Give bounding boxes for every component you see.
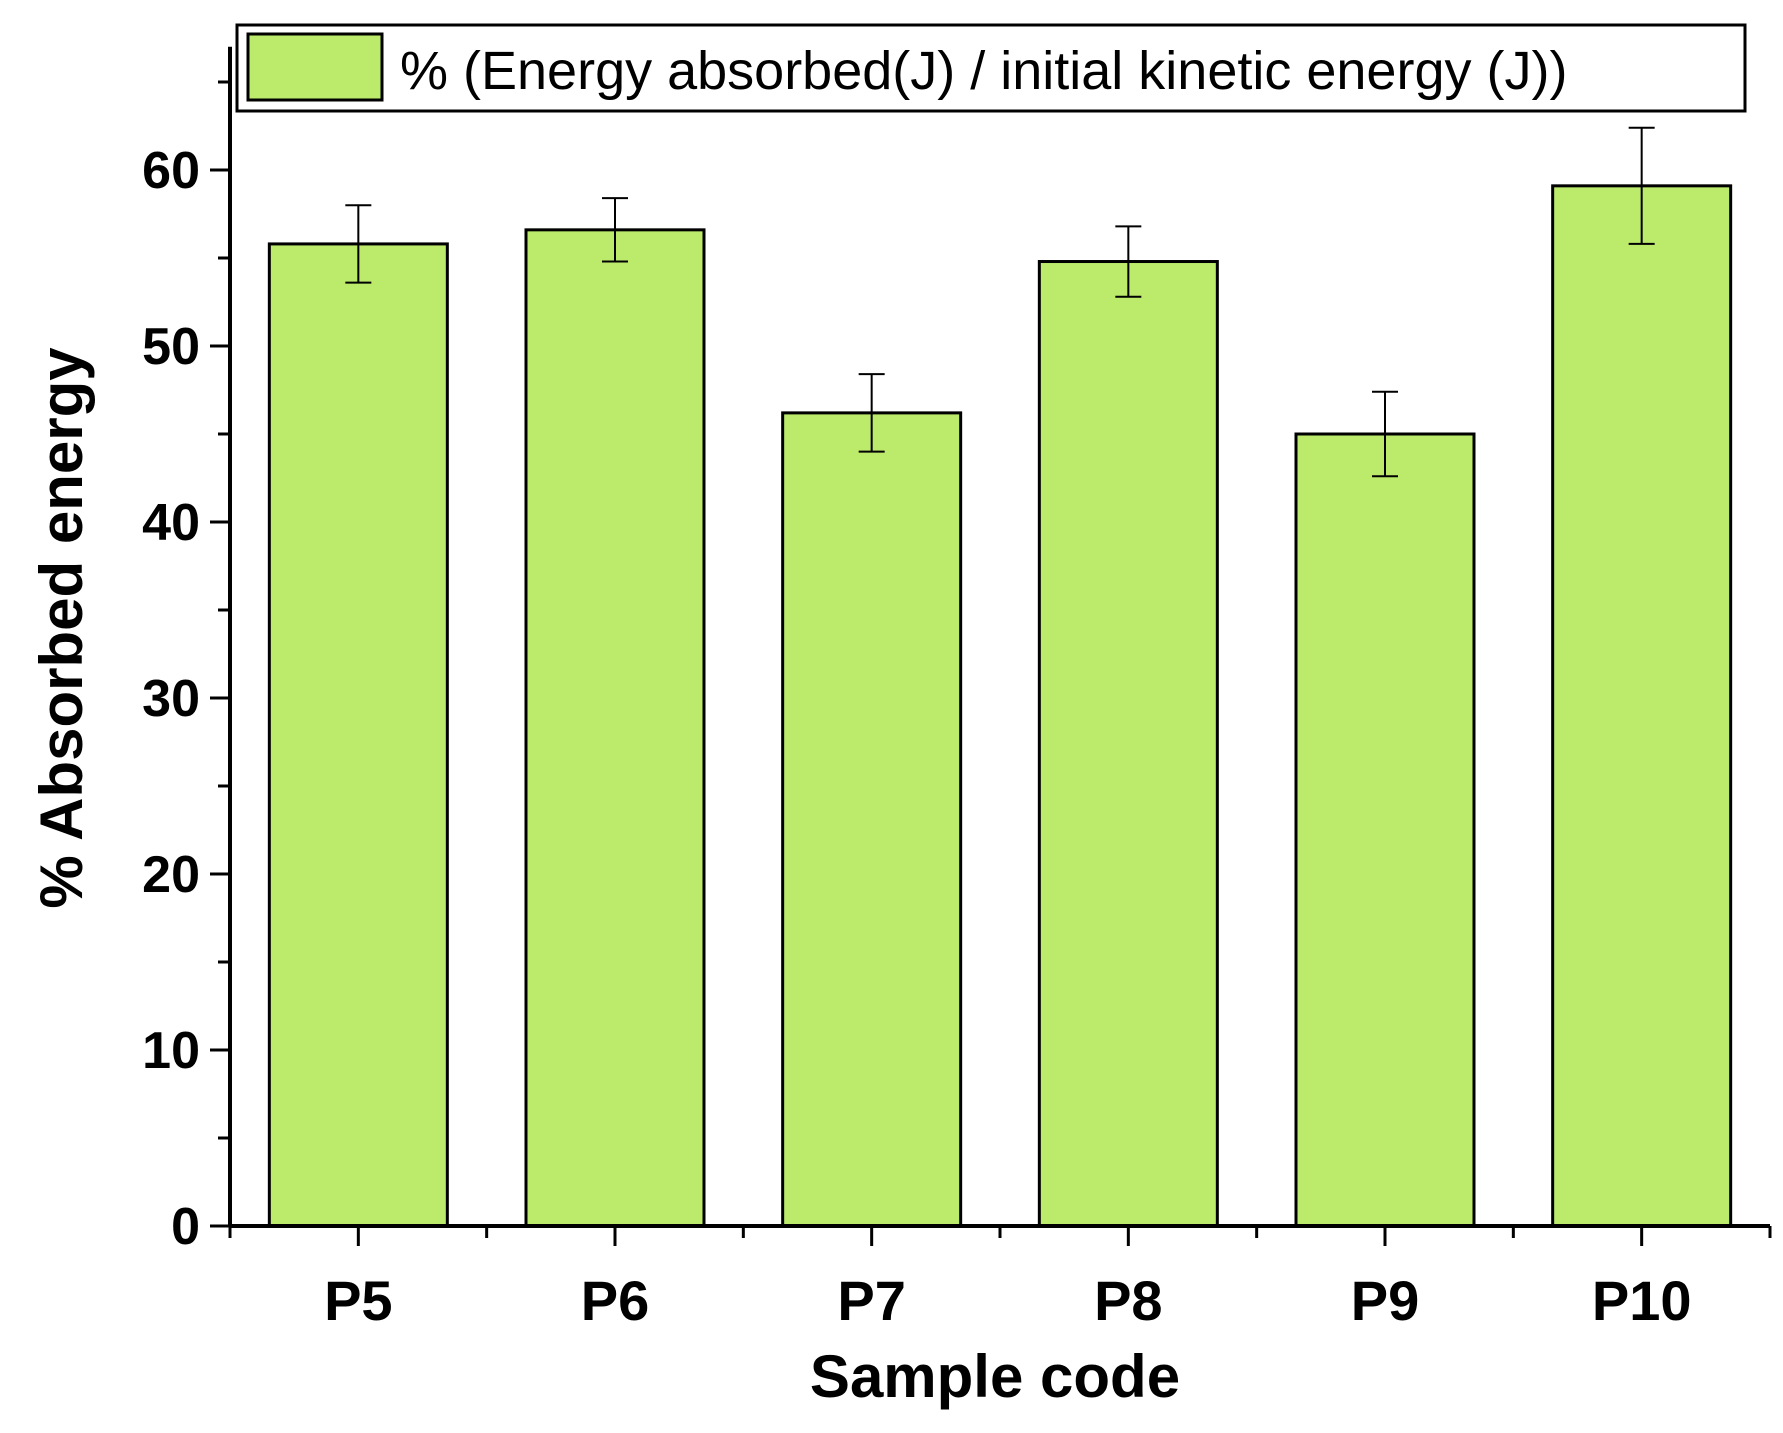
x-tick-label-P10: P10 — [1592, 1269, 1692, 1332]
y-tick-label-30: 30 — [142, 670, 200, 728]
bar-P10 — [1551, 184, 1733, 1228]
x-tick-label-P6: P6 — [581, 1269, 650, 1332]
legend-label: % (Energy absorbed(J) / initial kinetic … — [400, 41, 1567, 101]
legend: % (Energy absorbed(J) / initial kinetic … — [235, 23, 1747, 113]
bar-P8 — [1037, 260, 1219, 1228]
bar-P5 — [267, 242, 449, 1228]
bars-layer — [267, 184, 1733, 1228]
x-tick-label-P7: P7 — [837, 1269, 906, 1332]
y-tick-label-20: 20 — [142, 846, 200, 904]
bar-P7 — [781, 411, 963, 1228]
legend-swatch — [246, 32, 384, 102]
error-bars-layer — [345, 126, 1655, 478]
y-tick-label-60: 60 — [142, 142, 200, 200]
y-tick-label-0: 0 — [171, 1198, 200, 1256]
y-tick-label-50: 50 — [142, 318, 200, 376]
x-axis-title: Sample code — [810, 1343, 1180, 1410]
y-tick-label-10: 10 — [142, 1022, 200, 1080]
x-tick-label-P8: P8 — [1094, 1269, 1163, 1332]
bar-P6 — [524, 228, 706, 1228]
y-tick-label-40: 40 — [142, 494, 200, 552]
bar-P9 — [1294, 432, 1476, 1228]
x-tick-label-P9: P9 — [1351, 1269, 1420, 1332]
axes-layer — [210, 46, 1772, 1246]
x-tick-label-P5: P5 — [324, 1269, 393, 1332]
y-axis-title: % Absorbed energy — [28, 347, 95, 909]
legend-frame — [235, 23, 1747, 113]
tick-labels-layer: P5 P6 P7 P8 P9 P10 0 10 20 30 40 50 60 — [142, 142, 1691, 1332]
